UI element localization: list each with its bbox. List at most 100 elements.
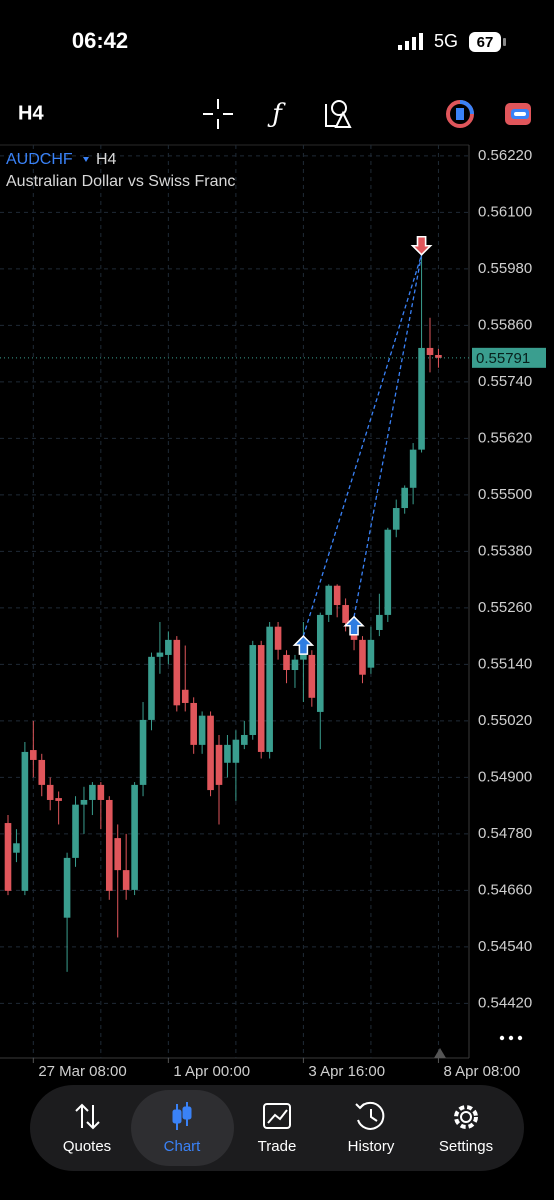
objects-button[interactable] [325,100,352,128]
candle-body [30,750,37,760]
trade-line [302,254,423,637]
candle-body [224,744,231,763]
battery-level: 67 [477,34,494,51]
candle-body [4,823,12,891]
quotes-icon [75,1103,100,1130]
candle-body [89,784,96,800]
candle-body [266,626,273,752]
settings-icon [454,1105,478,1129]
candle-body [114,838,122,871]
nav-tab[interactable]: Chart [164,1138,202,1155]
chart-layer: 0.56220 0.56100 0.55980 0.55860 0.55740 0.556… [0,145,546,1080]
candle-body [198,715,206,745]
y-tick-label: 0.55740 [478,373,532,390]
candle-body [148,656,155,720]
crosshair-button[interactable] [203,99,233,129]
y-tick-label: 0.54540 [478,938,532,955]
symbol-dropdown[interactable] [83,157,89,162]
candle-body [274,626,282,650]
candle-body [215,744,223,785]
nav-tab[interactable]: Trade [258,1138,297,1155]
symbol-label[interactable]: AUDCHF [6,151,73,168]
candle-body [325,585,333,615]
chart-timeframe: H4 [96,151,117,168]
y-tick-label: 0.55500 [478,486,532,503]
candle-body [13,843,20,853]
signal-icon [398,33,423,50]
candle-body [418,347,425,450]
x-tick-label: 3 Apr 16:00 [308,1063,385,1080]
candle-body [384,529,392,615]
candle-body [316,614,324,712]
y-tick-label: 0.55140 [478,655,532,672]
scroll-marker [434,1048,446,1058]
candle-body [291,659,299,671]
x-tick-label: 8 Apr 08:00 [443,1063,520,1080]
y-tick-label: 0.55860 [478,316,532,333]
y-tick-label: 0.55380 [478,542,532,559]
candle-body [359,639,366,675]
candle-body [283,654,290,671]
status-time: 06:42 [72,28,128,53]
history-icon [355,1101,385,1130]
y-tick-label: 0.56100 [478,203,532,220]
trade-line [353,254,423,617]
account-button[interactable] [505,103,531,125]
battery-tip [503,38,506,46]
candle-body [156,652,164,657]
y-tick-label: 0.54420 [478,994,532,1011]
candle-body [435,355,442,358]
network-label: 5G [434,31,458,51]
candle-body [333,585,341,606]
y-tick-label: 0.54780 [478,825,532,842]
battery-icon [469,32,501,52]
candle-body [342,605,349,623]
indicators-button[interactable]: ƒ [267,99,286,129]
candle-body [257,645,265,752]
timeframe-button[interactable]: H4 [18,102,44,124]
candle-body [173,639,181,706]
candle-body [207,715,214,791]
y-tick-label: 0.55620 [478,429,532,446]
candle-body [72,804,79,858]
candle-body [131,784,138,890]
nav-tab[interactable]: History [348,1138,395,1155]
candle-body [409,449,417,488]
candle-body [55,798,62,801]
candle-body [139,719,147,785]
candle-body [181,689,189,703]
candle-body [241,734,248,745]
y-tick-label: 0.55020 [478,712,532,729]
y-tick-label: 0.55980 [478,260,532,277]
sell-arrow [410,235,433,256]
trade-button[interactable] [446,100,474,128]
candle-body [63,857,71,918]
candle-body [249,645,257,735]
candle-body [21,751,29,891]
candle-body [190,702,197,745]
y-tick-label: 0.56220 [478,147,532,164]
buy-arrow [343,615,365,636]
nav-layer: Quotes Chart Trade History Settings [63,1138,493,1155]
y-tick-label: 0.54660 [478,881,532,898]
buy-arrow [292,635,315,655]
candle-body [401,487,408,509]
nav-tab[interactable]: Settings [439,1138,493,1155]
y-tick-label: 0.55260 [478,599,532,616]
last-price-box [472,347,546,368]
more-button[interactable] [499,1035,523,1041]
candle-body [392,508,400,530]
candle-body [367,639,375,668]
candle-body [376,614,383,630]
candle-body [38,759,46,785]
candle-body [80,799,88,805]
tab-selected-bg [131,1090,234,1166]
x-tick-label: 27 Mar 08:00 [38,1063,126,1080]
candle-body [105,799,113,891]
nav-tab[interactable]: Quotes [63,1138,111,1155]
candle-body [426,347,434,356]
candle-body [122,870,130,890]
candle-body [308,654,316,698]
